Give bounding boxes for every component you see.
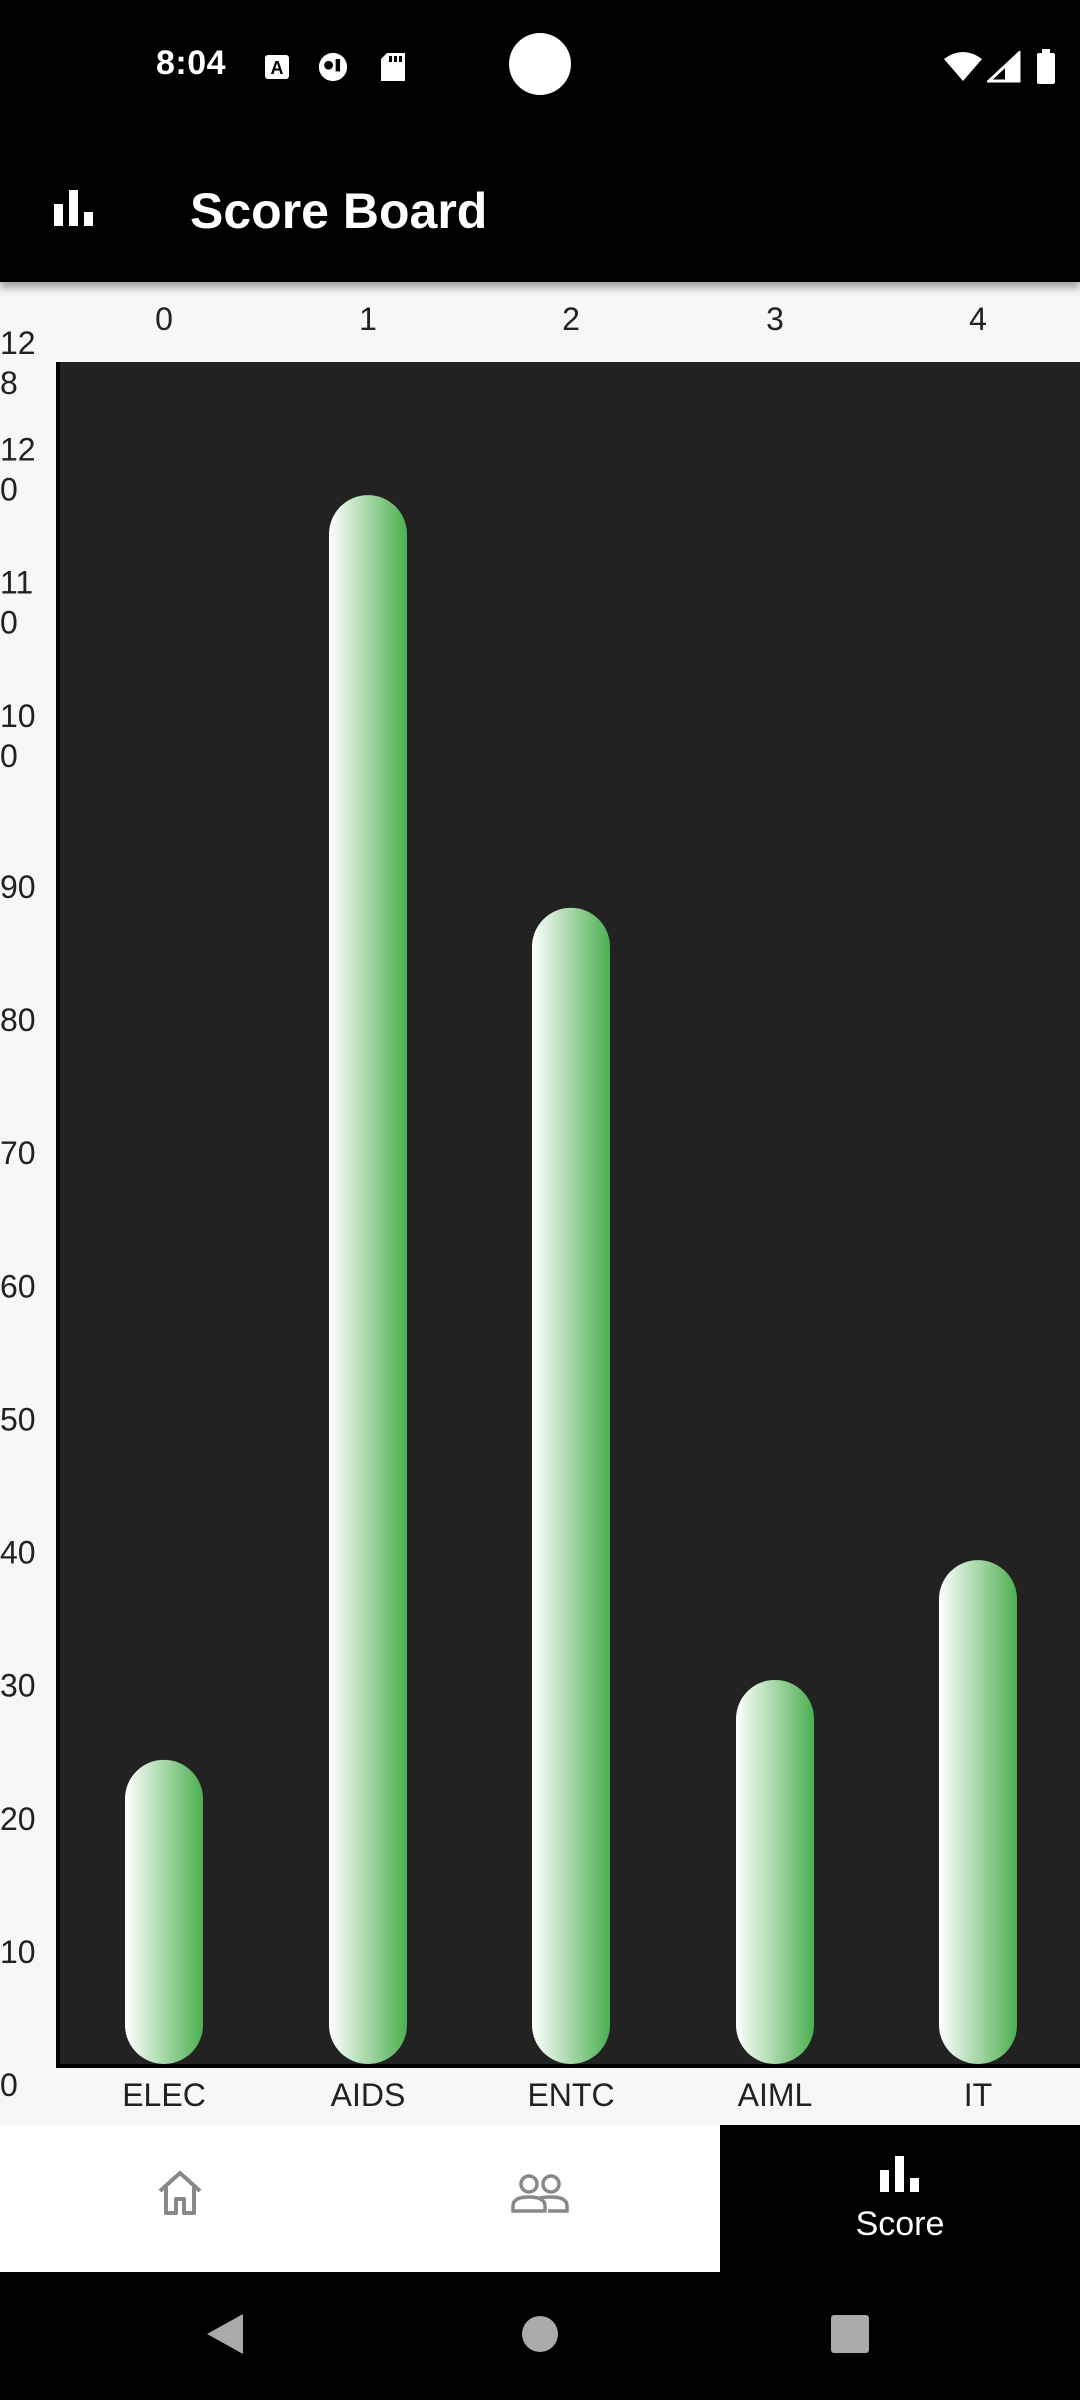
x-index-label: 4: [969, 301, 987, 337]
y-tick-label: 0: [0, 2067, 18, 2103]
x-category-label: ENTC: [527, 2077, 614, 2113]
y-tick-label: 80: [0, 1002, 36, 1038]
y-tick-label: 12 0: [0, 432, 36, 508]
camera-cutout: [509, 33, 571, 95]
signal-icon: [986, 51, 1022, 83]
status-time: 8:04: [156, 44, 227, 82]
y-tick-label: 90: [0, 869, 36, 905]
x-index-label: 1: [359, 301, 377, 337]
people-icon: [510, 2173, 570, 2218]
nav-score[interactable]: Score: [720, 2125, 1080, 2272]
recents-icon: [830, 2314, 870, 2359]
x-category-label: AIDS: [331, 2077, 406, 2113]
face-icon: [318, 52, 348, 82]
bottom-navigation: Score: [0, 2125, 1080, 2272]
bar-chart-icon: [52, 188, 96, 228]
x-index-label: 3: [766, 301, 784, 337]
y-tick-label: 50: [0, 1401, 36, 1437]
wifi-icon: [942, 52, 984, 82]
a-icon: A: [262, 52, 292, 82]
back-button[interactable]: [165, 2272, 285, 2400]
recents-button[interactable]: [790, 2272, 910, 2400]
y-tick-label: 10: [0, 1934, 36, 1970]
home-button[interactable]: [480, 2272, 600, 2400]
y-tick-label: 30: [0, 1668, 36, 1704]
home-icon: [154, 2169, 206, 2222]
bar-chart-icon: [878, 2154, 922, 2199]
y-tick-label: 10 0: [0, 698, 36, 774]
battery-icon: [1034, 49, 1058, 84]
bar-elec: [125, 1759, 203, 2064]
y-tick-label: 12 8: [0, 325, 36, 401]
x-index-label: 0: [155, 301, 173, 337]
app-title: Score Board: [190, 183, 488, 239]
x-index-label: 2: [562, 301, 580, 337]
y-tick-label: 11 0: [0, 565, 33, 641]
nav-home[interactable]: [0, 2125, 360, 2272]
bar-entc: [532, 907, 610, 2064]
y-tick-label: 20: [0, 1801, 36, 1837]
x-category-label: IT: [964, 2077, 992, 2113]
y-tick-label: 60: [0, 1268, 36, 1304]
x-category-label: AIML: [738, 2077, 813, 2113]
back-icon: [203, 2310, 247, 2363]
system-navigation: [0, 2272, 1080, 2400]
home-circle-icon: [520, 2314, 560, 2359]
nav-people[interactable]: [360, 2125, 720, 2272]
y-tick-label: 40: [0, 1535, 36, 1571]
bar-aiml: [736, 1679, 814, 2064]
status-bar: 8:04 A: [0, 0, 1080, 140]
svg-text:A: A: [271, 58, 284, 78]
score-chart-area: 0 10 20 30 40 50 60 70 80 90 10 0 11 0 12 0 12 8 ELEC AIDS…: [0, 282, 1080, 2125]
sd-card-icon: [378, 52, 408, 82]
bar-aids: [329, 495, 407, 2064]
x-category-label: ELEC: [122, 2077, 206, 2113]
app-bar: Score Board: [0, 140, 1080, 282]
y-tick-label: 70: [0, 1135, 36, 1171]
bar-it: [939, 1560, 1017, 2064]
nav-score-label: Score: [855, 2204, 945, 2243]
